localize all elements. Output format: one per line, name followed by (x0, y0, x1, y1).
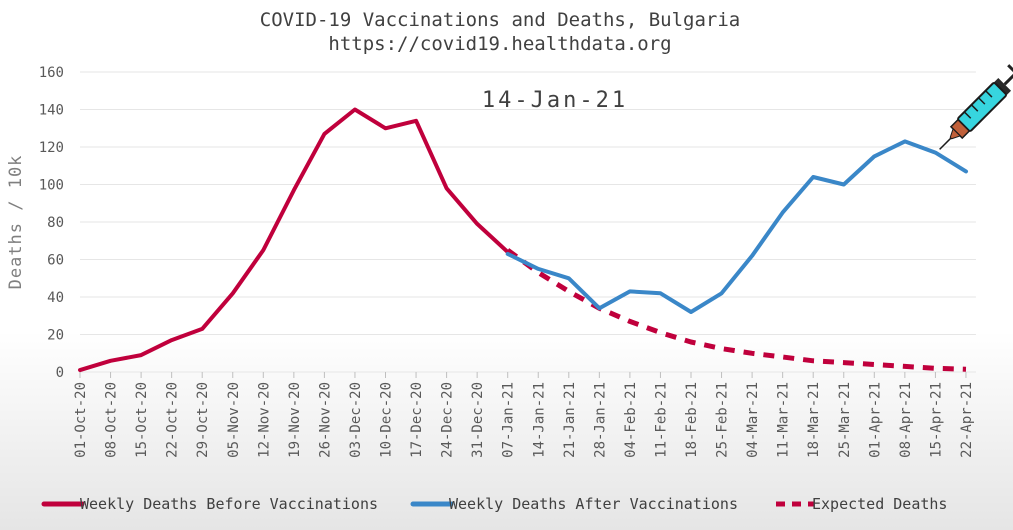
series-line-2 (506, 248, 967, 372)
x-tick-label: 01-Oct-20 (73, 382, 89, 458)
x-tick-label: 28-Jan-21 (592, 382, 608, 458)
y-axis-label: Deaths / 10k (6, 155, 26, 290)
x-tick-label: 29-Oct-20 (195, 382, 211, 458)
y-tick-label: 100 (39, 178, 64, 194)
chart-subtitle: https://covid19.healthdata.org (328, 33, 671, 55)
gridlines (80, 71, 976, 373)
x-tick-label: 10-Dec-20 (379, 382, 395, 458)
x-tick-label: 04-Feb-21 (623, 382, 639, 458)
syringe-icon (939, 64, 1013, 150)
x-tick-label: 18-Feb-21 (684, 382, 700, 458)
x-tick-label: 08-Apr-21 (898, 382, 914, 458)
series-line-1 (505, 139, 968, 314)
x-axis-ticks: 01-Oct-20 08-Oct-20 15-Oct-20 22-Oct-20 29-O… (73, 372, 975, 458)
series-lines (78, 107, 968, 373)
y-tick-label: 160 (39, 65, 64, 81)
legend-label: Expected Deaths (812, 495, 947, 513)
date-annotation: 14-Jan-21 (482, 88, 628, 113)
x-tick-label: 12-Nov-20 (256, 382, 272, 458)
x-tick-label: 05-Nov-20 (226, 382, 242, 458)
x-tick-label: 22-Oct-20 (165, 382, 181, 458)
y-tick-label: 40 (47, 290, 64, 306)
x-tick-label: 25-Feb-21 (715, 382, 731, 458)
y-tick-label: 0 (56, 365, 64, 381)
x-tick-label: 08-Oct-20 (104, 382, 120, 458)
x-tick-label: 01-Apr-21 (867, 382, 883, 458)
y-tick-label: 120 (39, 140, 64, 156)
x-tick-label: 11-Mar-21 (776, 382, 792, 458)
chart-title: COVID-19 Vaccinations and Deaths, Bulgar… (260, 9, 740, 31)
x-tick-label: 26-Nov-20 (317, 382, 333, 458)
series-line-0 (78, 107, 510, 373)
x-tick-label: 15-Apr-21 (928, 382, 944, 458)
x-tick-label: 17-Dec-20 (409, 382, 425, 458)
x-tick-label: 21-Jan-21 (562, 382, 578, 458)
x-tick-label: 22-Apr-21 (959, 382, 975, 458)
x-tick-label: 24-Dec-20 (440, 382, 456, 458)
legend-label: Weekly Deaths Before Vaccinations (80, 495, 378, 513)
x-tick-label: 03-Dec-20 (348, 382, 364, 458)
x-tick-label: 11-Feb-21 (653, 382, 669, 458)
y-tick-label: 20 (47, 328, 64, 344)
y-axis-ticks: 0 20 40 60 80 100 120 140 160 (39, 65, 64, 381)
y-tick-label: 60 (47, 253, 64, 269)
x-tick-label: 15-Oct-20 (134, 382, 150, 458)
x-tick-label: 19-Nov-20 (287, 382, 303, 458)
legend: Weekly Deaths Before Vaccinations Weekly … (41, 495, 947, 513)
legend-label: Weekly Deaths After Vaccinations (449, 495, 738, 513)
x-tick-label: 31-Dec-20 (470, 382, 486, 458)
x-tick-label: 25-Mar-21 (837, 382, 853, 458)
y-tick-label: 140 (39, 103, 64, 119)
y-tick-label: 80 (47, 215, 64, 231)
x-tick-label: 04-Mar-21 (745, 382, 761, 458)
x-tick-label: 07-Jan-21 (501, 382, 517, 458)
x-tick-label: 14-Jan-21 (531, 382, 547, 458)
x-tick-label: 18-Mar-21 (806, 382, 822, 458)
